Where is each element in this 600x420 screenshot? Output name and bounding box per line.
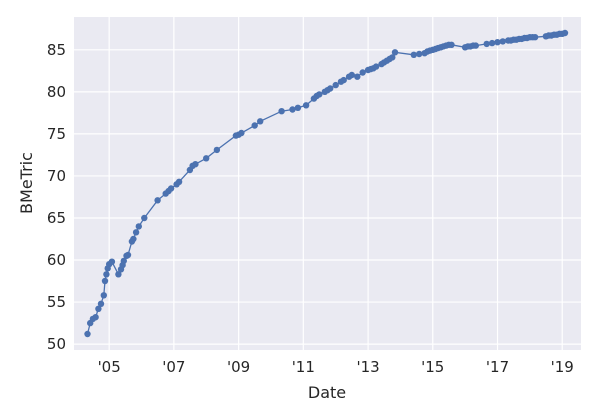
y-tick-label: 55 xyxy=(47,293,66,311)
data-point xyxy=(531,34,539,41)
x-tick-labels: '05 '07 '09 '11 '13 '15 '17 '19 xyxy=(98,358,574,376)
y-tick-label: 50 xyxy=(47,335,66,353)
data-point xyxy=(372,63,380,70)
data-point xyxy=(97,300,105,307)
x-tick-label: '17 xyxy=(486,358,509,376)
data-point xyxy=(316,91,323,98)
data-point xyxy=(483,40,490,48)
y-axis-label: BMeTric xyxy=(17,152,36,214)
data-point xyxy=(359,69,366,76)
data-points-layer xyxy=(84,29,569,338)
y-tick-label: 65 xyxy=(47,209,66,227)
y-tick-label: 70 xyxy=(47,167,66,185)
data-point xyxy=(84,330,91,338)
x-tick-label: '05 xyxy=(98,358,121,376)
y-tick-label: 85 xyxy=(47,41,66,59)
y-gridlines xyxy=(74,49,581,345)
data-point xyxy=(132,229,140,236)
data-point xyxy=(115,271,122,278)
data-point xyxy=(95,305,102,312)
data-point xyxy=(257,118,264,125)
x-axis-label: Date xyxy=(308,383,346,402)
data-point xyxy=(141,214,148,222)
y-tick-label: 60 xyxy=(47,251,66,269)
data-point xyxy=(389,54,396,61)
data-point xyxy=(472,42,479,49)
data-point xyxy=(289,106,296,113)
data-point xyxy=(167,185,175,192)
plot-background xyxy=(74,17,581,350)
data-point xyxy=(108,258,116,265)
data-point xyxy=(332,81,339,89)
x-gridlines xyxy=(108,17,563,350)
data-point xyxy=(103,271,110,278)
x-tick-label: '09 xyxy=(227,358,250,376)
x-tick-label: '13 xyxy=(356,358,379,376)
data-point xyxy=(416,50,423,58)
x-tick-label: '19 xyxy=(551,358,574,376)
data-point xyxy=(130,235,137,243)
data-point xyxy=(348,71,355,79)
data-point xyxy=(92,314,99,321)
x-tick-label: '07 xyxy=(162,358,185,376)
data-point xyxy=(494,39,501,46)
x-tick-label: '11 xyxy=(292,358,315,376)
data-point xyxy=(294,104,302,112)
data-point xyxy=(302,102,310,109)
y-tick-label: 75 xyxy=(47,125,66,143)
data-point xyxy=(192,161,199,168)
data-point xyxy=(213,146,221,154)
data-point xyxy=(278,108,285,115)
data-point xyxy=(354,73,361,80)
data-point xyxy=(251,122,258,129)
data-point xyxy=(135,223,142,230)
y-tick-labels: 50 55 60 65 70 75 80 85 xyxy=(47,41,66,353)
data-point xyxy=(391,49,399,56)
data-point xyxy=(154,197,161,204)
data-point xyxy=(203,155,210,162)
data-point xyxy=(100,292,108,299)
data-point xyxy=(488,39,496,47)
data-point xyxy=(175,178,183,185)
data-point xyxy=(101,277,109,285)
x-tick-label: '15 xyxy=(421,358,444,376)
data-point xyxy=(327,85,334,92)
data-point xyxy=(499,38,506,45)
y-tick-label: 80 xyxy=(47,83,66,101)
data-point xyxy=(448,41,455,48)
data-point xyxy=(124,251,132,259)
data-point xyxy=(238,129,245,137)
data-point xyxy=(410,51,417,58)
data-point xyxy=(340,76,347,84)
data-point xyxy=(120,257,128,265)
data-point xyxy=(561,29,569,37)
